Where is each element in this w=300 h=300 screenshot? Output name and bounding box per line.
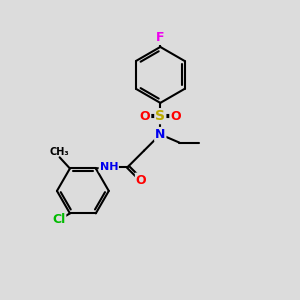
Text: F: F	[156, 31, 165, 44]
Text: O: O	[140, 110, 150, 123]
Text: O: O	[136, 173, 146, 187]
Text: Cl: Cl	[52, 213, 65, 226]
Text: NH: NH	[100, 162, 118, 172]
Text: CH₃: CH₃	[50, 147, 69, 157]
Text: S: S	[155, 109, 165, 123]
Text: N: N	[155, 128, 166, 141]
Text: O: O	[170, 110, 181, 123]
